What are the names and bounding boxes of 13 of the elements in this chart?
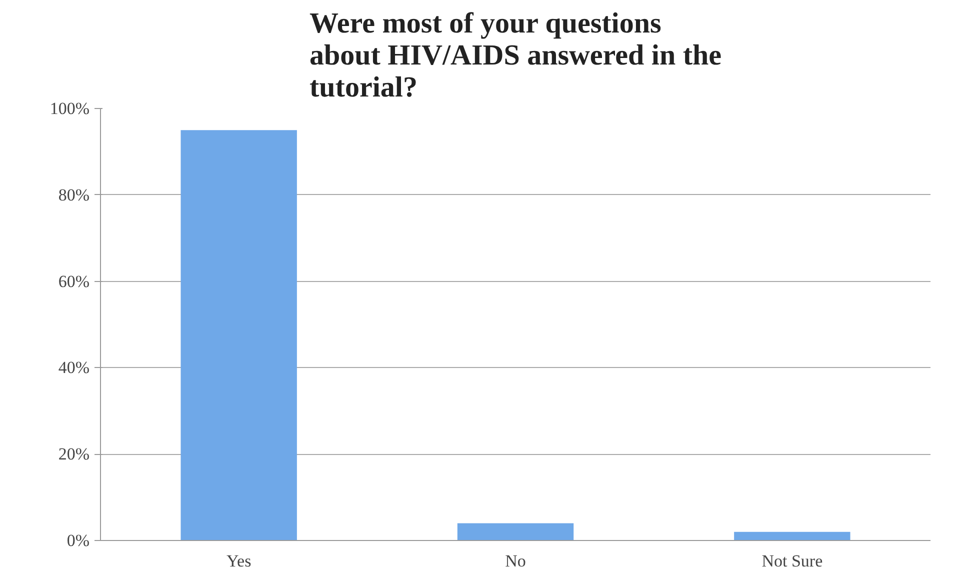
y-tick-label: 20% [58, 444, 90, 464]
x-tick-label: Yes [226, 552, 252, 570]
bar [180, 130, 297, 540]
y-tick-label: 80% [58, 185, 90, 204]
bar [734, 532, 850, 540]
chart-title: Were most of your questions about HIV/AIDS answered in the tutorial? [310, 8, 722, 104]
y-tick-label: 40% [58, 358, 90, 378]
x-tick-label: No [505, 552, 526, 570]
y-tick-label: 0% [66, 531, 90, 550]
x-tick-label: Not Sure [762, 552, 823, 570]
y-tick-label: 60% [58, 272, 90, 291]
y-tick-label: 100% [50, 99, 90, 118]
bar [457, 523, 574, 540]
